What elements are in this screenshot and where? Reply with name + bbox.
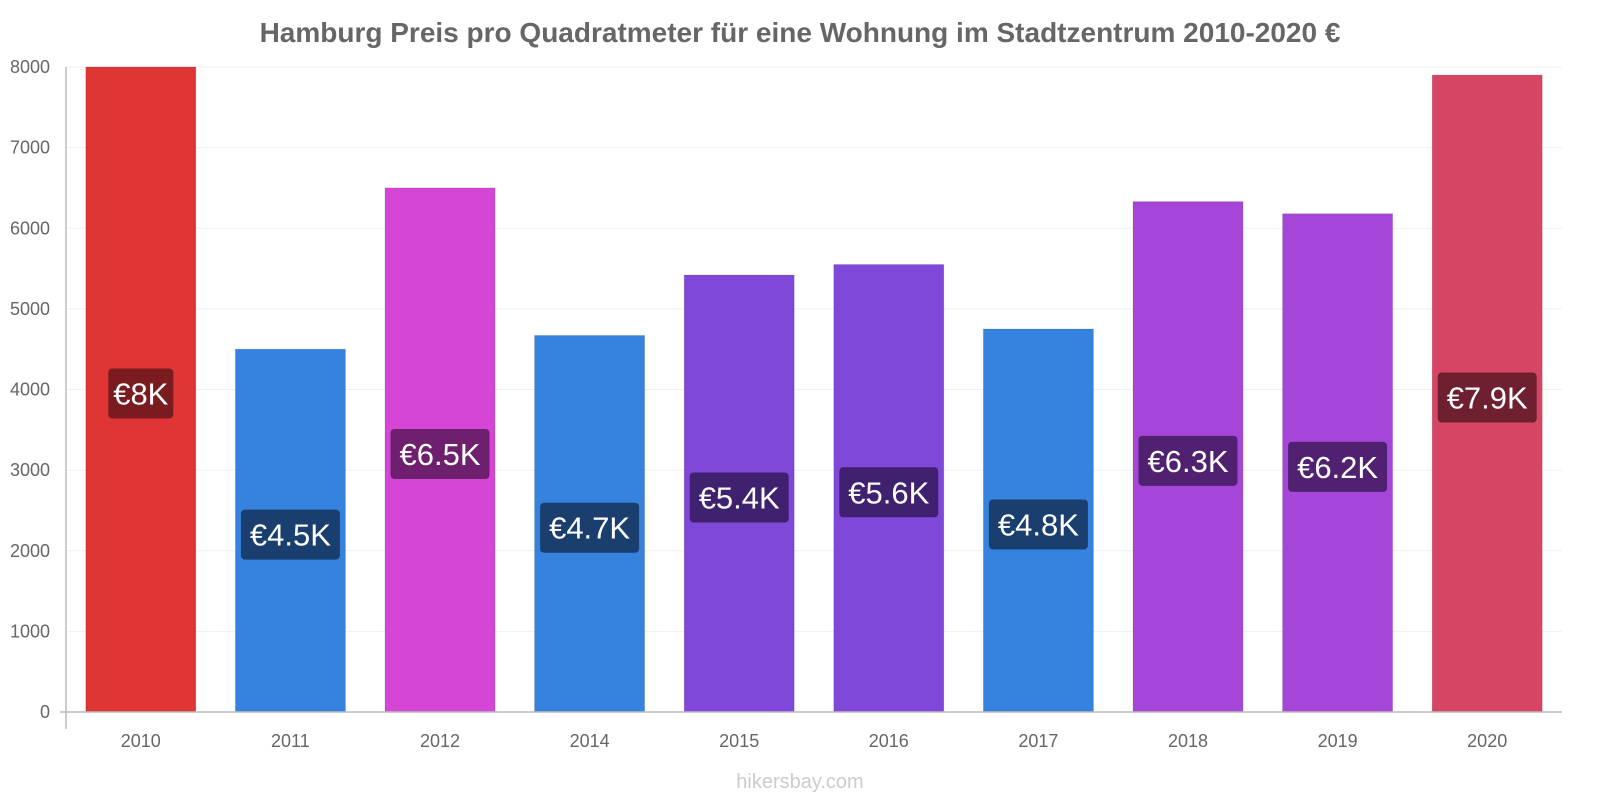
- data-label-2017: €4.8K: [998, 508, 1079, 543]
- y-tick-label-4000: 4000: [10, 380, 50, 400]
- data-label-box-2015: [689, 472, 789, 523]
- x-tick-label-2014: 2014: [570, 731, 610, 751]
- y-tick-label-3000: 3000: [10, 460, 50, 480]
- data-label-box-2012: [390, 428, 490, 479]
- data-label-2010: €8K: [113, 377, 168, 412]
- data-label-2011: €4.5K: [250, 518, 331, 553]
- y-tick-label-1000: 1000: [10, 621, 50, 641]
- data-label-box-2010: [108, 368, 174, 419]
- data-label-box-2020: [1437, 372, 1537, 423]
- y-tick-label-2000: 2000: [10, 541, 50, 561]
- data-label-box-2019: [1288, 441, 1388, 492]
- x-tick-label-2011: 2011: [271, 731, 310, 751]
- watermark: hikersbay.com: [736, 771, 863, 793]
- data-labels: €8K €4.5K €6.5K €4.7K €5.4K €5.6K €4.8K €6.3K €6…: [108, 368, 1537, 560]
- data-label-2020: €7.9K: [1447, 381, 1528, 416]
- x-tick-label-2016: 2016: [869, 731, 909, 751]
- data-label-box-2016: [839, 467, 939, 518]
- x-tick-label-2010: 2010: [121, 731, 161, 751]
- y-tick-label-8000: 8000: [10, 57, 50, 77]
- data-label-box-2014: [540, 502, 640, 553]
- y-tick-label-6000: 6000: [10, 218, 50, 238]
- data-label-box-2018: [1138, 435, 1238, 486]
- data-label-2012: €6.5K: [399, 437, 480, 472]
- x-tick-label-2015: 2015: [719, 731, 759, 751]
- x-tick-label-2019: 2019: [1318, 731, 1358, 751]
- y-tick-label-7000: 7000: [10, 138, 50, 158]
- y-tick-label-0: 0: [40, 702, 50, 722]
- data-label-2018: €6.3K: [1147, 444, 1228, 479]
- data-label-2019: €6.2K: [1297, 450, 1378, 485]
- data-label-2016: €5.6K: [848, 475, 929, 510]
- chart-title: Hamburg Preis pro Quadratmeter für eine …: [260, 17, 1341, 48]
- data-label-2015: €5.4K: [699, 481, 780, 516]
- x-tick-label-2012: 2012: [420, 731, 460, 751]
- x-tick-label-2020: 2020: [1467, 731, 1507, 751]
- axes: 0 1000 2000 3000 4000 5000 6000 7000 8000 2010 201…: [10, 57, 1562, 751]
- y-tick-label-5000: 5000: [10, 299, 50, 319]
- data-label-box-2011: [240, 509, 340, 560]
- data-label-box-2017: [988, 499, 1088, 550]
- data-label-2014: €4.7K: [549, 511, 630, 546]
- x-tick-label-2017: 2017: [1018, 731, 1058, 751]
- x-tick-label-2018: 2018: [1168, 731, 1208, 751]
